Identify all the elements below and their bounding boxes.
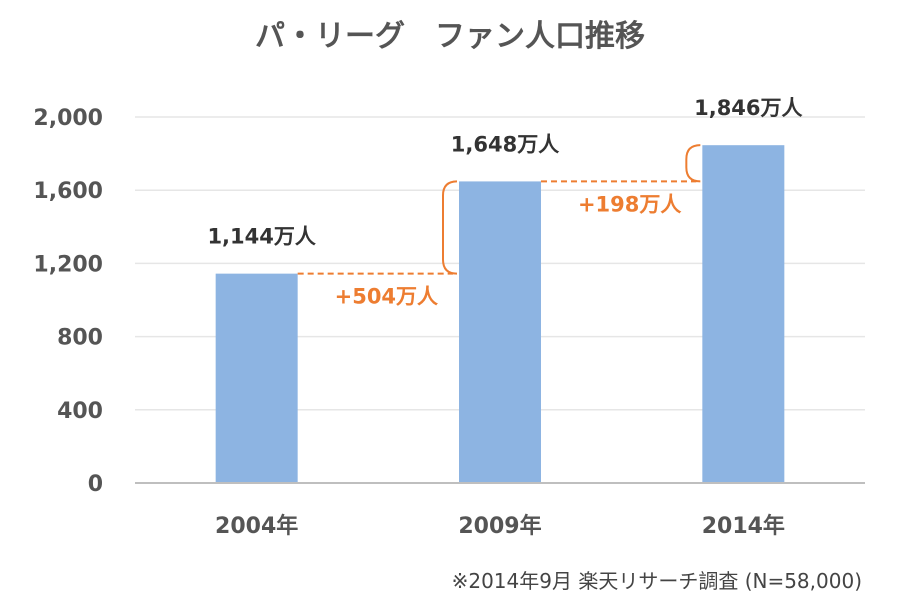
chart-title: パ・リーグ ファン人口推移 bbox=[255, 19, 645, 54]
y-tick-label: 1,600 bbox=[33, 179, 103, 204]
source-note: ※2014年9月 楽天リサーチ調査 (N=58,000) bbox=[452, 569, 862, 593]
data-label: 1,144万人 bbox=[207, 225, 315, 249]
y-tick-label: 400 bbox=[57, 399, 103, 424]
bar bbox=[215, 273, 298, 483]
y-tick-label: 2,000 bbox=[33, 106, 103, 131]
data-label: 1,846万人 bbox=[694, 96, 802, 120]
x-axis-ticks: 2004年 2009年 2014年 bbox=[215, 513, 785, 539]
data-label: 1,648万人 bbox=[451, 132, 559, 156]
growth-annotations: +504万人 +198万人 bbox=[297, 144, 701, 309]
y-tick-label: 1,200 bbox=[33, 252, 103, 277]
growth-brace bbox=[442, 180, 458, 275]
bars bbox=[215, 145, 785, 483]
y-tick-label: 800 bbox=[57, 326, 103, 351]
x-tick-label: 2014年 bbox=[702, 513, 785, 539]
growth-brace bbox=[685, 144, 701, 183]
data-labels: 1,144万人 1,648万人 1,846万人 bbox=[207, 96, 802, 248]
bar bbox=[459, 181, 541, 483]
y-tick-label: 0 bbox=[88, 472, 103, 497]
bar bbox=[702, 145, 785, 483]
x-tick-label: 2009年 bbox=[458, 513, 541, 539]
y-axis-ticks: 0 400 800 1,200 1,600 2,000 bbox=[33, 106, 103, 497]
growth-label: +504万人 bbox=[335, 285, 438, 309]
growth-label: +198万人 bbox=[578, 192, 681, 216]
x-tick-label: 2004年 bbox=[215, 513, 298, 539]
